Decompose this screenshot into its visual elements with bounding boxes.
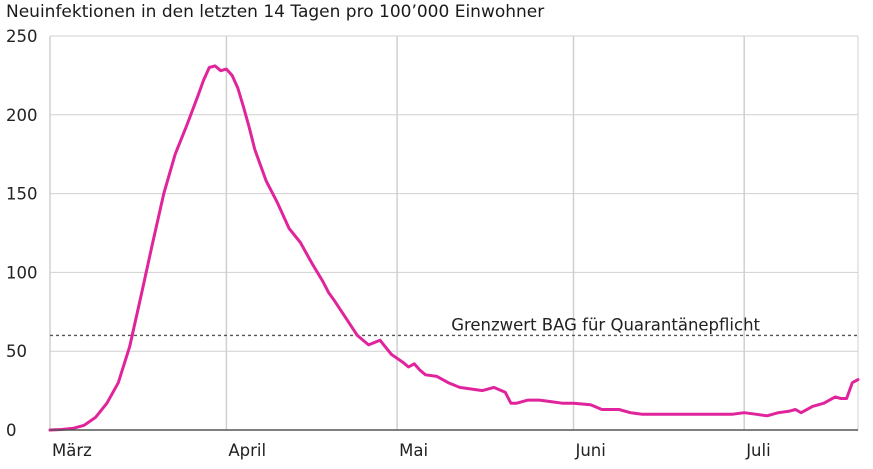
y-tick-label-100: 100: [6, 263, 38, 282]
x-tick-label-1: April: [228, 441, 266, 460]
y-tick-label-150: 150: [6, 185, 38, 204]
y-tick-label-200: 200: [6, 106, 38, 125]
y-axis-ticks: 0 50 100 150 200 250: [6, 27, 38, 440]
y-tick-label-0: 0: [6, 421, 17, 440]
x-tick-label-3: Juni: [574, 441, 605, 460]
x-tick-label-0: März: [52, 441, 92, 460]
gridlines: [49, 35, 859, 430]
chart-title: Neuinfektionen in den letzten 14 Tagen p…: [6, 2, 545, 22]
y-tick-label-50: 50: [6, 342, 27, 361]
x-axis-ticks: März April Mai Juni Juli: [52, 441, 771, 460]
x-tick-label-2: Mai: [399, 441, 428, 460]
x-tick-label-4: Juli: [745, 441, 771, 460]
series-line: [48, 64, 860, 432]
threshold-label: Grenzwert BAG für Quarantänepflicht: [451, 315, 760, 334]
y-tick-label-250: 250: [6, 27, 38, 46]
